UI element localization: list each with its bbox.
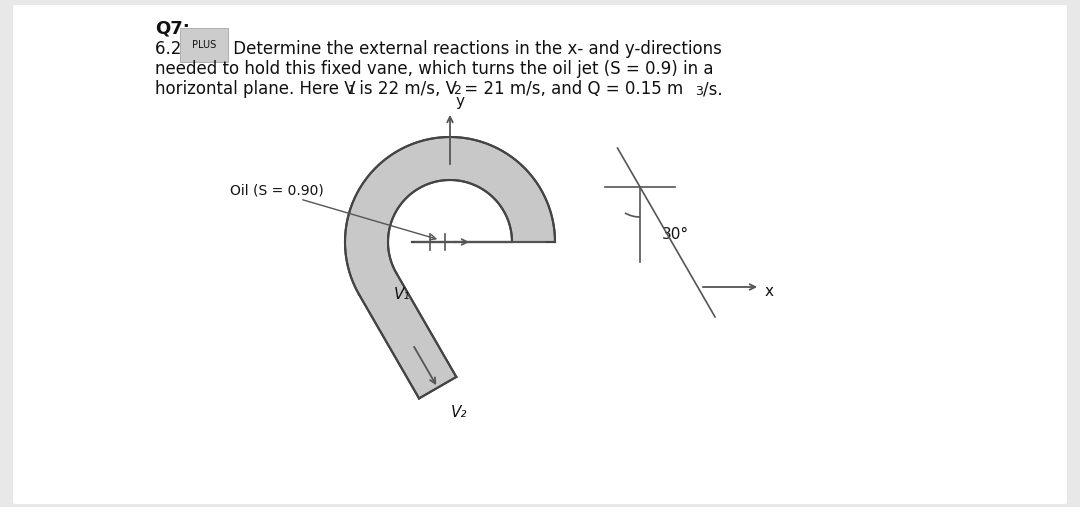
Text: /s.: /s. bbox=[703, 80, 723, 98]
Text: PLUS: PLUS bbox=[192, 40, 216, 50]
Text: 30°: 30° bbox=[662, 227, 689, 242]
Text: V₁: V₁ bbox=[394, 287, 410, 302]
Text: Q7:: Q7: bbox=[156, 19, 190, 37]
Text: y: y bbox=[455, 94, 464, 109]
Text: Oil (S = 0.90): Oil (S = 0.90) bbox=[230, 183, 324, 197]
Text: 1: 1 bbox=[348, 84, 356, 97]
Text: x: x bbox=[765, 283, 774, 299]
Text: is 22 m/s, V: is 22 m/s, V bbox=[354, 80, 457, 98]
Text: V₂: V₂ bbox=[450, 405, 467, 420]
Text: Determine the external reactions in the x- and y-directions: Determine the external reactions in the … bbox=[228, 40, 721, 58]
Text: needed to hold this fixed vane, which turns the oil jet (S = 0.9) in a: needed to hold this fixed vane, which tu… bbox=[156, 60, 714, 78]
Text: = 21 m/s, and Q = 0.15 m: = 21 m/s, and Q = 0.15 m bbox=[459, 80, 684, 98]
Text: 3: 3 bbox=[696, 85, 703, 98]
Text: 2: 2 bbox=[453, 84, 461, 97]
FancyBboxPatch shape bbox=[13, 5, 1067, 504]
Polygon shape bbox=[345, 137, 555, 399]
Text: 6.23: 6.23 bbox=[156, 40, 198, 58]
Text: horizontal plane. Here V: horizontal plane. Here V bbox=[156, 80, 355, 98]
